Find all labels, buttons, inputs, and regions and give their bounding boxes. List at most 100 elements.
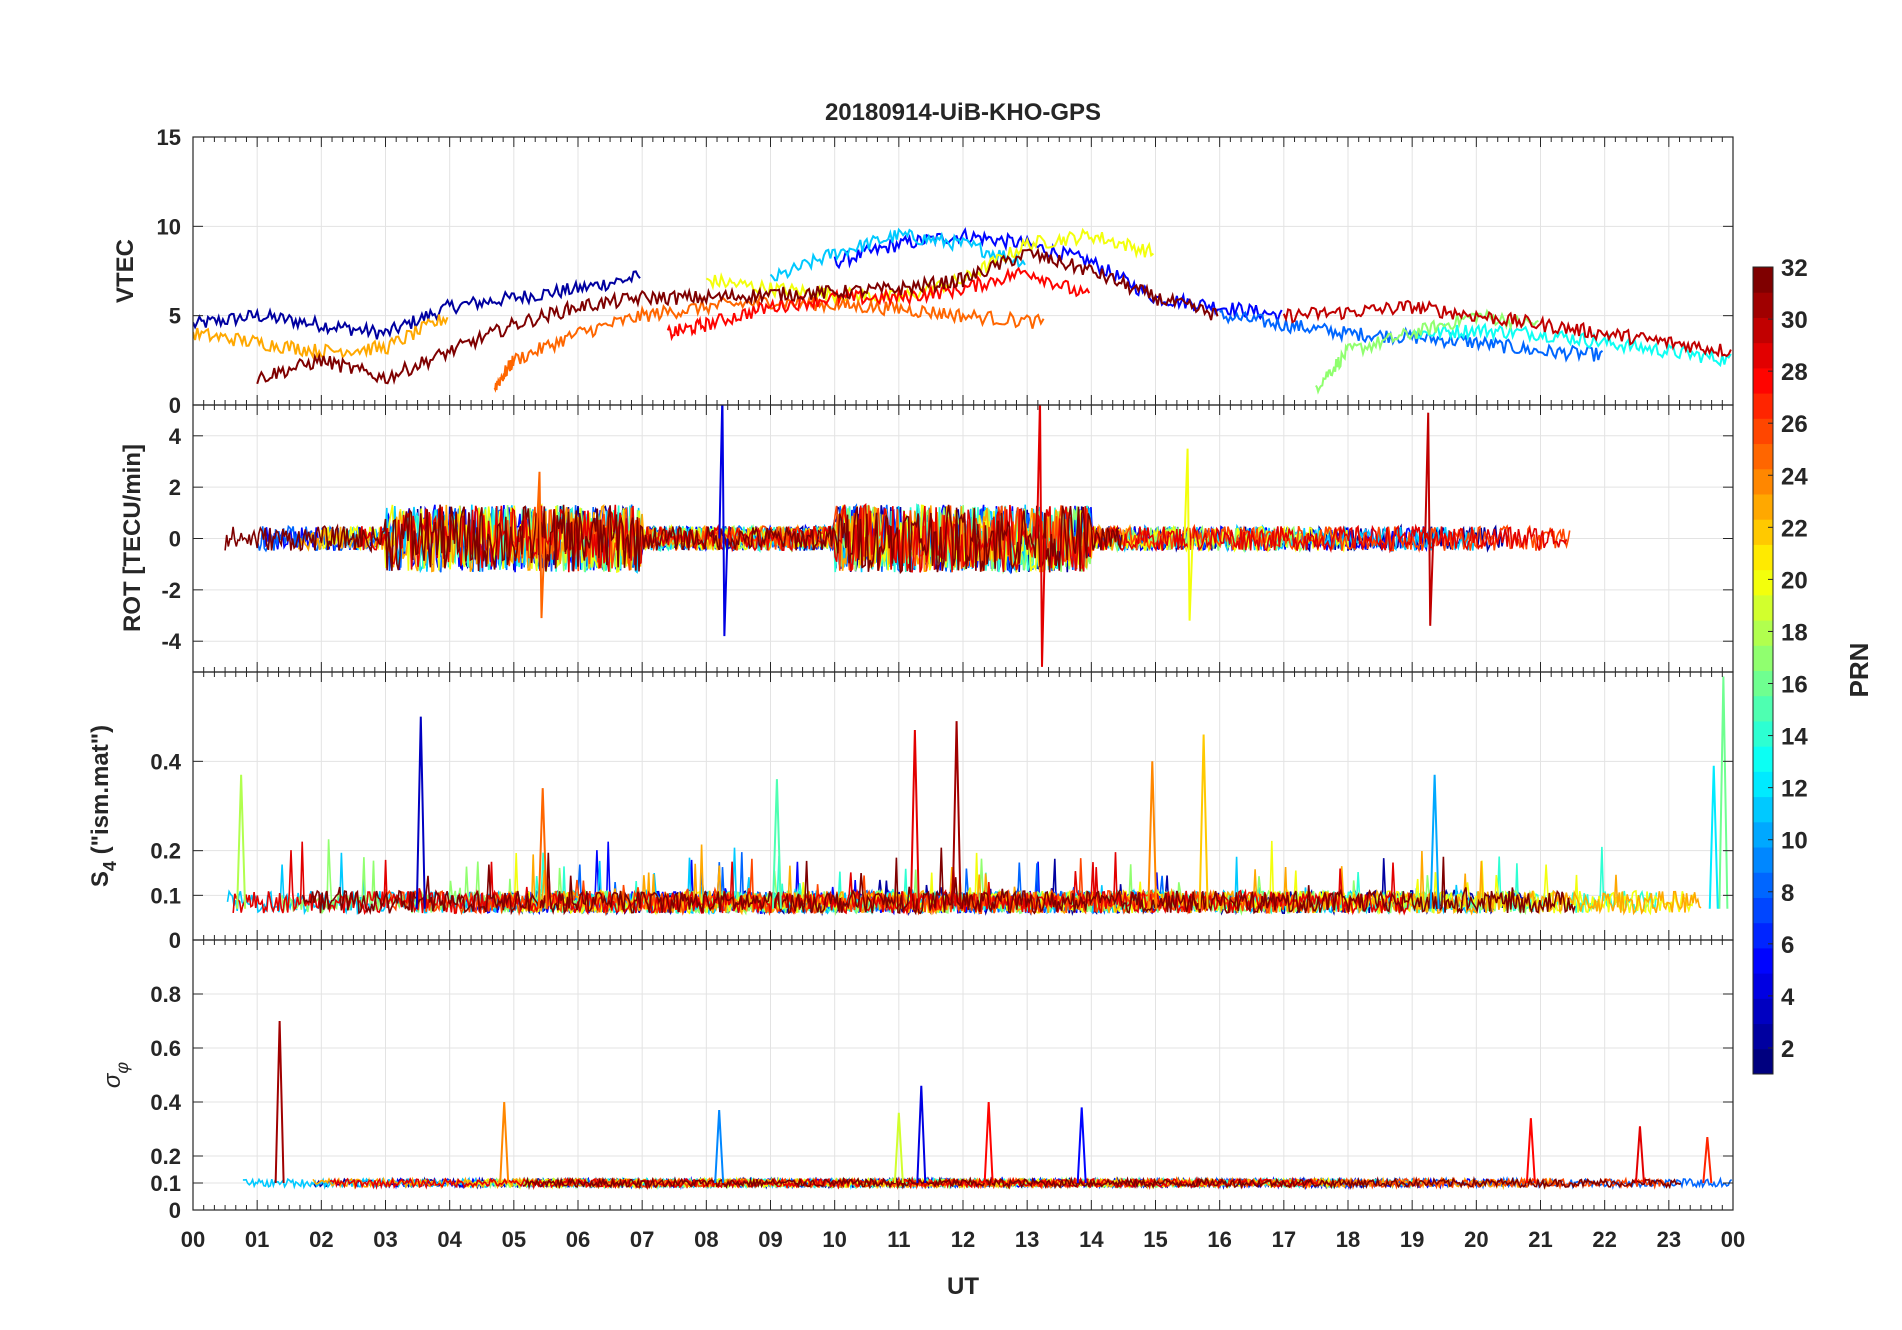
colorbar-band [1753,1048,1773,1075]
colorbar-band [1753,367,1773,394]
colorbar-band [1753,998,1773,1025]
sigma_phi-peak-prn-24-3 [499,1101,510,1184]
colorbar-band [1753,418,1773,445]
x-tick-label: 09 [758,1227,782,1252]
y-tick-labels: 0 5 10 15 [157,125,1733,418]
x-tick-label: 18 [1336,1227,1360,1252]
s4-peak-prn-12-6 [1708,765,1719,909]
x-tick-label: 00 [1721,1227,1745,1252]
colorbar-band [1753,1023,1773,1050]
colorbar-frame [1752,266,1774,1075]
colorbar-band [1753,620,1773,646]
colorbar-band [1753,645,1773,671]
vtec-series-prn-13 [1411,322,1732,368]
y-axis-label: S4 ("ism.mat") [87,725,120,887]
x-tick-labels: 00 01 02 03 04 05 06 07 08 09 10 11 12 13 14 15 16 17 18 19… [181,1227,1745,1252]
rot-peak-prn-4-0 [718,405,729,637]
colorbar-tick-label: 26 [1781,411,1808,438]
y-tick-label: 0 [169,527,181,552]
colorbar-tick-label: 2 [1781,1036,1794,1063]
s4-peak-prn-24-4 [1147,761,1158,909]
rot-peak-prn-29-1 [1036,405,1046,667]
sigma_phi-peak-prn-28-2 [983,1101,994,1184]
s4-peak-prn-3-0 [415,716,426,909]
figure-title: 20180914-UiB-KHO-GPS [825,99,1101,126]
colorbar-band [1753,973,1773,999]
x-tick-label: 01 [245,1227,269,1252]
colorbar-band [1753,771,1773,798]
colorbar-tick-label: 32 [1781,255,1808,282]
y-tick-label: 0.6 [150,1036,181,1061]
y-tick-labels: -4 -2 0 2 4 [161,424,1733,654]
x-axis-label: UT [947,1273,979,1300]
x-tick-label: 19 [1400,1227,1424,1252]
rot-peak-prn-30-2 [1424,412,1435,626]
y-tick-label: 0.1 [150,883,181,908]
panel-vtec: 0 5 10 15 VTEC [112,125,1734,418]
x-tick-label: 15 [1143,1227,1167,1252]
x-tick-label: 05 [502,1227,526,1252]
vtec-series-prn-17 [1315,308,1539,395]
vtec-series-prn-30 [1282,299,1732,358]
x-tick-label: 22 [1592,1227,1616,1252]
rot-trace-prn-29 [353,503,1568,573]
vtec-series-prn-23 [193,314,449,361]
vtec-series-prn-25 [493,293,1045,393]
x-tick-label: 11 [887,1227,910,1252]
x-tick-label: 06 [566,1227,590,1252]
panel-data [226,676,1729,917]
s4-peak-prn-18-8 [236,774,247,909]
x-tick-label: 08 [694,1227,718,1252]
x-tick-marks [192,672,1734,940]
y-tick-label: 2 [169,475,181,500]
colorbar-band [1753,796,1773,823]
colorbar-tick-label: 14 [1781,724,1808,751]
colorbar-tick-label: 16 [1781,672,1808,699]
x-tick-label: 02 [309,1227,333,1252]
colorbar-band [1753,594,1773,621]
x-tick-label: 03 [373,1227,397,1252]
panel-rot: -4 -2 0 2 4 ROT [TECU/min] [119,404,1734,673]
x-tick-marks [192,940,1734,1210]
s4-peak-prn-25-10 [537,788,548,909]
rot-peak-prn-20-3 [1183,448,1194,621]
colorbar-band [1753,317,1773,344]
colorbar-band [1753,872,1773,898]
colorbar-band [1753,493,1773,520]
panel-data [242,1020,1733,1191]
y-tick-label: 0 [169,928,181,953]
colorbar-band [1753,519,1773,545]
colorbar-band [1753,267,1773,293]
y-tick-labels: 0 0.1 0.2 0.4 [150,749,1733,953]
x-tick-label: 04 [437,1227,462,1252]
colorbar-band [1753,947,1773,974]
colorbar-band [1753,821,1773,848]
y-tick-label: 0 [169,393,181,418]
rot-trace-prn-32 [224,504,1123,575]
y-tick-label: 0.2 [150,839,181,864]
colorbar-band [1753,746,1773,772]
x-tick-label: 13 [1015,1227,1039,1252]
x-tick-label: 23 [1657,1227,1681,1252]
x-tick-marks [192,137,1734,405]
s4-peak-prn-29-1 [909,730,920,909]
colorbar-band [1753,544,1773,571]
colorbar-tick-label: 18 [1781,619,1808,646]
s4-trace-prn-32 [302,847,1576,916]
y-tick-label: 0.1 [150,1171,181,1196]
y-axis-label: ROT [TECU/min] [119,444,146,632]
colorbar-band [1753,292,1773,318]
x-tick-label: 21 [1528,1227,1552,1252]
colorbar-tick-label: 6 [1781,932,1794,959]
y-tick-label: -2 [161,578,181,603]
colorbar-tick-label: 8 [1781,880,1794,907]
colorbar-band [1753,922,1773,949]
vtec-series-prn-11 [769,227,1026,282]
x-tick-marks [192,405,1734,672]
colorbar-band [1753,468,1773,495]
colorbar-tick-label: 10 [1781,828,1808,855]
y-tick-label: 0.4 [150,1090,181,1115]
panel-grid [193,940,1733,1211]
